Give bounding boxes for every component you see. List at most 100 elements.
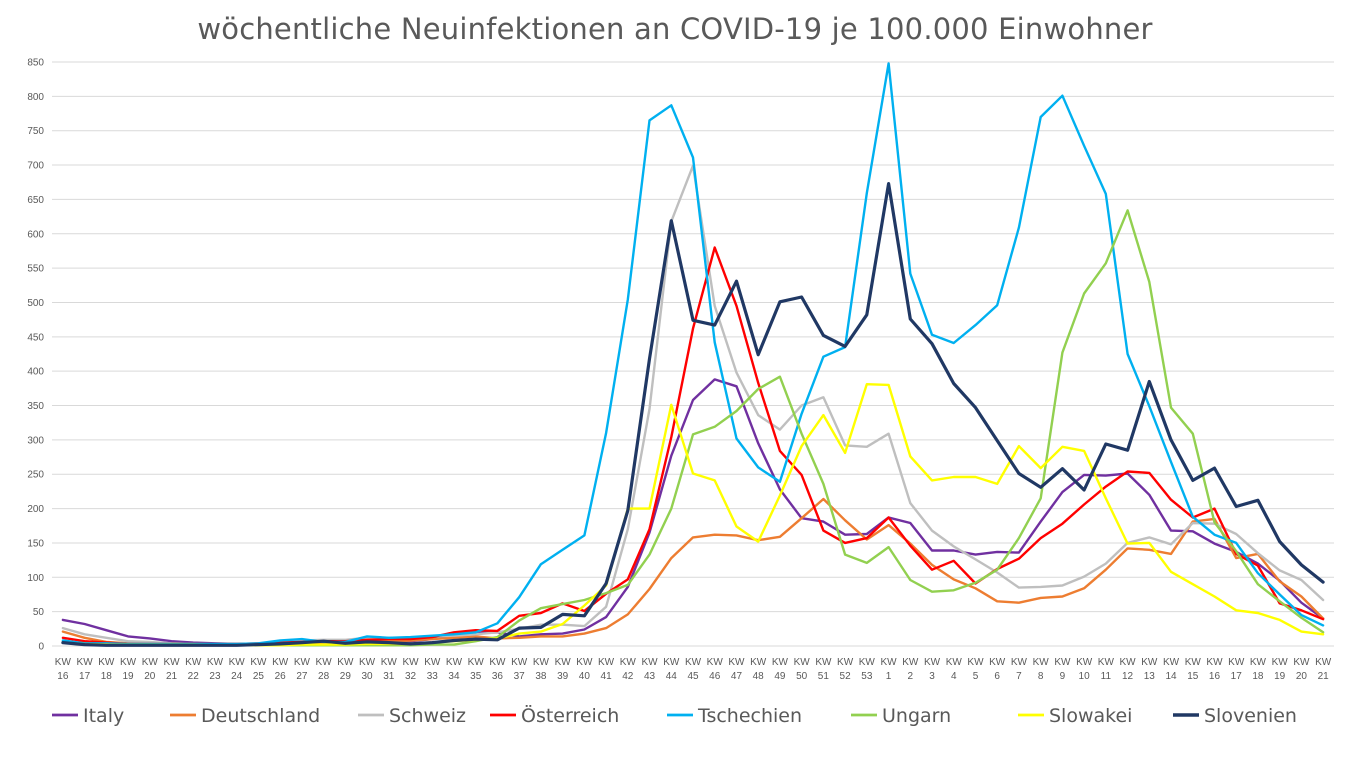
- y-tick-label: 700: [27, 161, 44, 172]
- x-tick-label: KW 6: [989, 657, 1006, 682]
- x-tick-label: KW 33: [424, 657, 441, 682]
- y-tick-label: 200: [27, 504, 44, 515]
- x-tick-label: KW 38: [533, 657, 550, 682]
- y-tick-label: 750: [27, 126, 44, 137]
- x-tick-label: KW 18: [1250, 657, 1267, 682]
- x-tick-label: KW 7: [1011, 657, 1028, 682]
- x-tick-label: KW 39: [555, 657, 572, 682]
- y-tick-label: 0: [38, 642, 44, 653]
- x-tick-label: KW 21: [163, 657, 180, 682]
- x-tick-label: KW 45: [685, 657, 702, 682]
- y-tick-label: 300: [27, 435, 44, 446]
- x-tick-label: KW 21: [1315, 657, 1332, 682]
- y-tick-label: 250: [27, 470, 44, 481]
- x-tick-label: KW 41: [598, 657, 615, 682]
- x-tick-label: KW 22: [185, 657, 202, 682]
- series-line-schweiz: [61, 164, 1325, 646]
- x-tick-label: KW 16: [55, 657, 72, 682]
- y-tick-label: 150: [27, 538, 44, 549]
- x-tick-label: KW 35: [468, 657, 485, 682]
- x-tick-label: KW 18: [98, 657, 115, 682]
- series-line-österreich: [61, 246, 1325, 646]
- x-tick-label: KW 34: [446, 657, 463, 682]
- legend-label-schweiz: Schweiz: [389, 705, 466, 727]
- legend: Italy Deutschland Schweiz Österreich Tschech…: [52, 704, 1297, 727]
- x-tick-label: KW 29: [337, 657, 354, 682]
- legend-label-ungarn: Ungarn: [882, 705, 951, 727]
- y-tick-label: 650: [27, 195, 44, 206]
- chart-title: wöchentliche Neuinfektionen an COVID-19 …: [197, 12, 1153, 46]
- x-tick-label: KW 9: [1054, 657, 1071, 682]
- x-tick-label: KW 17: [77, 657, 94, 682]
- x-tick-label: KW 40: [576, 657, 593, 682]
- legend-label-slovenien: Slovenien: [1204, 705, 1297, 727]
- series-line-slovenien: [61, 182, 1325, 647]
- x-tick-label: KW 20: [142, 657, 159, 682]
- x-tick-label: KW 2: [902, 657, 919, 682]
- series-line-slowakei: [61, 383, 1325, 647]
- y-tick-label: 50: [33, 607, 45, 618]
- x-tick-label: KW 43: [641, 657, 658, 682]
- x-tick-label: KW 4: [946, 657, 963, 682]
- x-tick-label: KW 30: [359, 657, 376, 682]
- gridlines: [52, 61, 1334, 647]
- x-tick-label: KW 3: [924, 657, 941, 682]
- series-line-deutschland: [61, 497, 1325, 646]
- x-tick-label: KW 48: [750, 657, 767, 682]
- y-tick-label: 550: [27, 264, 44, 275]
- x-tick-label: KW 10: [1076, 657, 1093, 682]
- x-tick-label: KW 37: [511, 657, 528, 682]
- x-tick-label: KW 44: [663, 657, 680, 682]
- x-tick-label: KW 8: [1033, 657, 1050, 682]
- x-tick-label: KW 1: [881, 657, 898, 682]
- x-tick-label: KW 32: [402, 657, 419, 682]
- x-tick-label: KW 28: [316, 657, 333, 682]
- y-tick-label: 600: [27, 229, 44, 240]
- x-tick-label: KW 19: [120, 657, 137, 682]
- legend-label-slowakei: Slowakei: [1049, 705, 1132, 727]
- x-tick-label: KW 47: [728, 657, 745, 682]
- x-tick-label: KW 46: [707, 657, 724, 682]
- x-tick-label: KW 20: [1293, 657, 1310, 682]
- legend-label-tschechien: Tschechien: [697, 705, 802, 727]
- x-tick-label: KW 51: [815, 657, 832, 682]
- series-line-italy: [61, 378, 1325, 646]
- y-axis-ticks: 0 50 100 150 200 250 300 350 400 450 500 550 600 650 7…: [27, 58, 44, 653]
- x-tick-label: KW 24: [229, 657, 246, 682]
- y-tick-label: 100: [27, 573, 44, 584]
- x-tick-label: KW 53: [859, 657, 876, 682]
- x-tick-label: KW 36: [489, 657, 506, 682]
- x-tick-label: KW 17: [1228, 657, 1245, 682]
- y-tick-label: 350: [27, 401, 44, 412]
- x-tick-label: KW 49: [772, 657, 789, 682]
- x-tick-label: KW 12: [1120, 657, 1137, 682]
- legend-label-italy: Italy: [83, 705, 124, 727]
- x-tick-label: KW 42: [620, 657, 637, 682]
- x-tick-label: KW 19: [1272, 657, 1289, 682]
- x-tick-label: KW 13: [1141, 657, 1158, 682]
- x-tick-label: KW 15: [1185, 657, 1202, 682]
- x-tick-label: KW 23: [207, 657, 224, 682]
- x-tick-label: KW 16: [1206, 657, 1223, 682]
- x-tick-label: KW 5: [967, 657, 984, 682]
- x-tick-label: KW 14: [1163, 657, 1180, 682]
- y-tick-label: 400: [27, 367, 44, 378]
- y-tick-label: 800: [27, 92, 44, 103]
- y-tick-label: 450: [27, 332, 44, 343]
- x-tick-label: KW 25: [250, 657, 267, 682]
- x-tick-label: KW 26: [272, 657, 289, 682]
- legend-label-österreich: Österreich: [521, 704, 619, 727]
- x-tick-label: KW 27: [294, 657, 311, 682]
- x-tick-label: KW 11: [1098, 657, 1115, 682]
- legend-label-deutschland: Deutschland: [201, 705, 320, 727]
- y-tick-label: 500: [27, 298, 44, 309]
- series-line-tschechien: [61, 62, 1325, 646]
- x-tick-label: KW 52: [837, 657, 854, 682]
- series-lines: [61, 62, 1325, 647]
- y-tick-label: 850: [27, 58, 44, 69]
- x-tick-label: KW 31: [381, 657, 398, 682]
- x-tick-label: KW 50: [794, 657, 811, 682]
